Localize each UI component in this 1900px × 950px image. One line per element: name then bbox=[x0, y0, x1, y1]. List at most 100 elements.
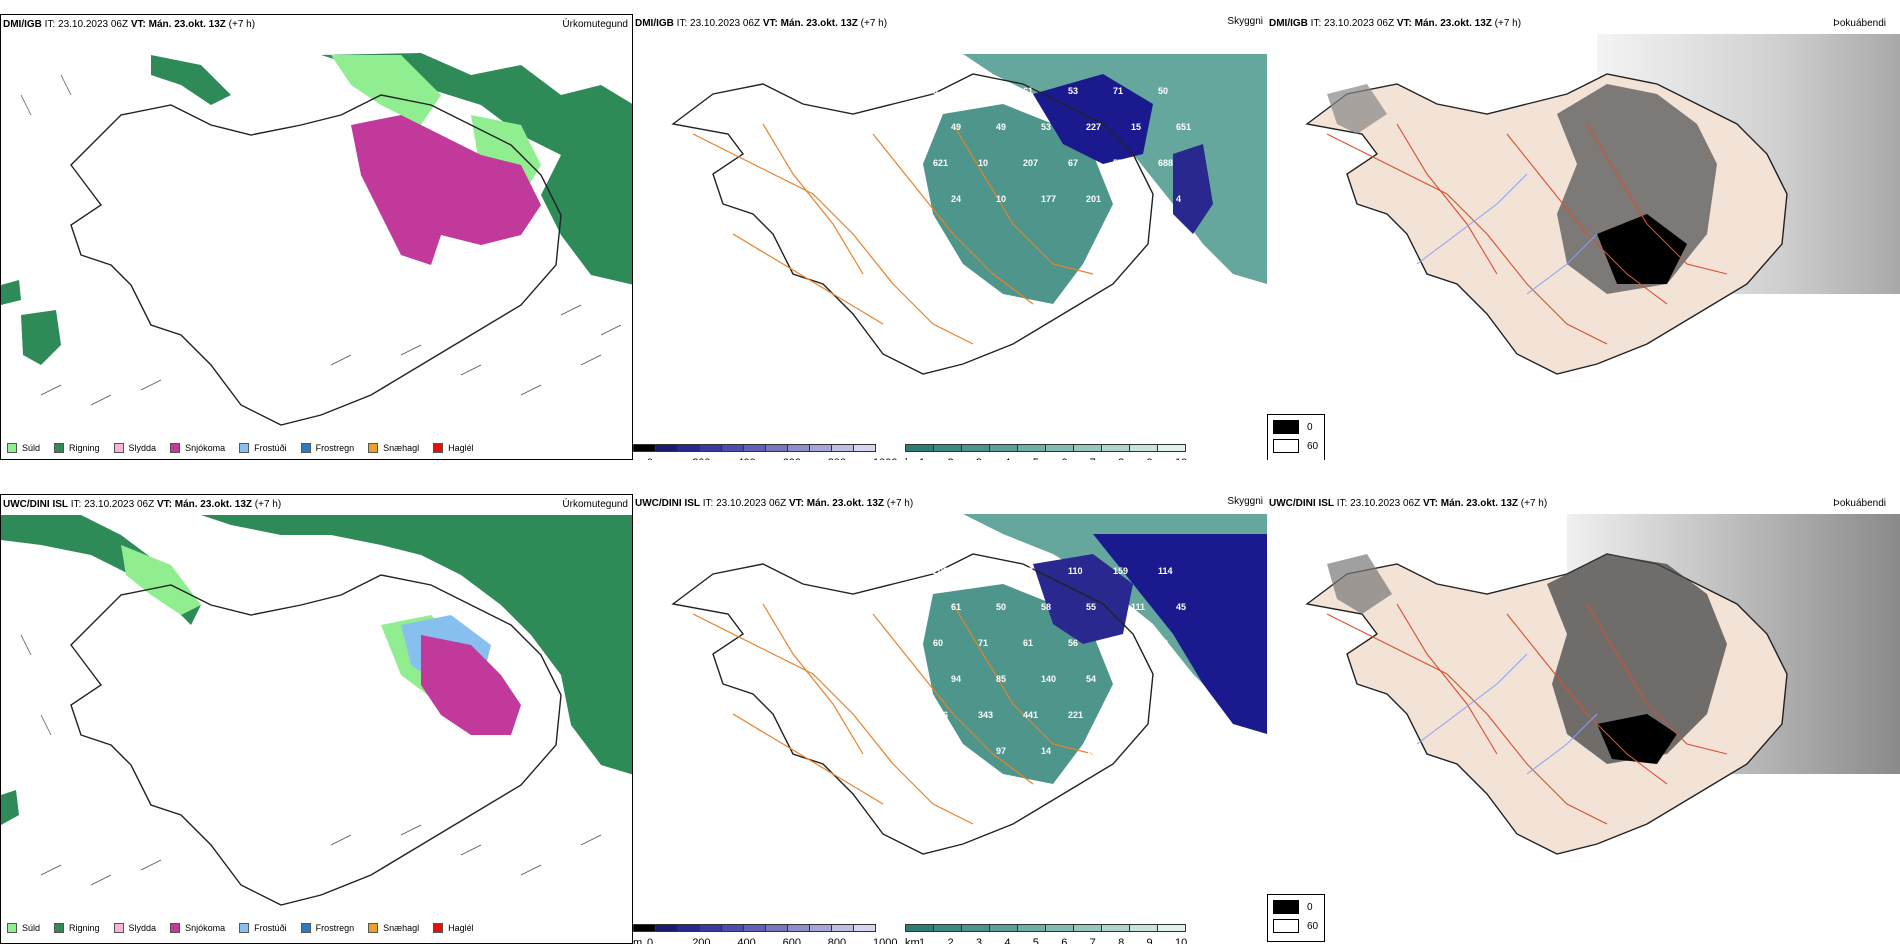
colorbar-segment bbox=[787, 444, 810, 452]
visibility-panel-top: DMI/IGB IT: 23.10.2023 06Z VT: Mán. 23.o… bbox=[633, 14, 1267, 460]
colorbar-segment bbox=[989, 444, 1018, 452]
fog-legend-row: 0 bbox=[1273, 900, 1324, 914]
legend-swatch bbox=[113, 923, 124, 933]
colorbar-tick-label: 9 bbox=[1146, 937, 1153, 944]
precip-map bbox=[1, 53, 632, 426]
visibility-label: 57 bbox=[1023, 566, 1033, 576]
colorbar-tick-label: 1 bbox=[919, 937, 926, 944]
low-vis-area-2 bbox=[1173, 144, 1213, 234]
iceland-outline bbox=[671, 553, 1154, 855]
fog-swatch-white bbox=[1273, 919, 1299, 933]
visibility-label: 227 bbox=[1086, 122, 1101, 132]
legend-label: Frostregn bbox=[315, 923, 355, 933]
visibility-label: 688 bbox=[1158, 158, 1173, 168]
visibility-label: 124 bbox=[1086, 746, 1101, 756]
colorbar-labels: m 0 200 400 600 800 1000 bbox=[633, 457, 897, 460]
visibility-label: 208 bbox=[933, 566, 948, 576]
visibility-km-colorbar: km1 2 3 4 5 6 7 8 9 10 bbox=[905, 439, 1195, 460]
fog-index-map bbox=[1305, 514, 1900, 855]
vt-value: Mán. 23.okt. 13Z bbox=[1414, 18, 1492, 29]
legend-swatch bbox=[300, 923, 311, 933]
colorbar-segment bbox=[677, 444, 700, 452]
fog-legend-label: 60 bbox=[1307, 440, 1319, 452]
colorbar-segment bbox=[677, 924, 700, 932]
it-value: 23.10.2023 06Z bbox=[716, 498, 787, 509]
colorbar-segment bbox=[1157, 924, 1186, 932]
visibility-label: 221 bbox=[1068, 710, 1083, 720]
visibility-label: 53 bbox=[1068, 86, 1078, 96]
colorbar-tick-label: 2 bbox=[947, 937, 954, 944]
colorbar-tick-label: 5 bbox=[1032, 937, 1039, 944]
visibility-label: 201 bbox=[1086, 194, 1101, 204]
legend-label: Rigning bbox=[69, 443, 100, 453]
legend-swatch bbox=[54, 443, 65, 453]
lead-time: (+7 h) bbox=[1494, 18, 1522, 29]
visibility-label: 160 bbox=[1176, 746, 1191, 756]
colorbar-tick-label: 7 bbox=[1089, 937, 1096, 944]
colorbar-tick-label: 600 bbox=[782, 937, 801, 944]
colorbar-segment bbox=[633, 924, 656, 932]
colorbar-segment bbox=[1101, 444, 1130, 452]
visibility-label: 61 bbox=[951, 602, 961, 612]
colorbar-tick-label: 3 bbox=[976, 457, 982, 460]
precip-legend-items: Súld Rigning Slydda Snjókoma Frostúði Frostre… bbox=[7, 923, 488, 933]
colorbar-segment bbox=[655, 924, 678, 932]
model-name: DMI/IGB bbox=[1269, 18, 1308, 29]
visibility-label: 127 bbox=[951, 746, 966, 756]
colorbar-segment bbox=[765, 444, 788, 452]
rain-area-w bbox=[1, 280, 21, 305]
iceland-outline bbox=[70, 94, 562, 426]
product-name: Skyggni bbox=[1227, 496, 1263, 507]
colorbar-tick-label: 5 bbox=[1033, 457, 1039, 460]
snow-area bbox=[421, 635, 521, 735]
visibility-label: 10 bbox=[978, 158, 988, 168]
legend-swatch bbox=[368, 923, 379, 933]
it-label: IT: bbox=[1336, 498, 1348, 509]
visibility-label: 54 bbox=[1086, 674, 1096, 684]
fog-index-panel-top: DMI/IGB IT: 23.10.2023 06Z VT: Mán. 23.o… bbox=[1267, 14, 1900, 460]
visibility-label: 45 bbox=[1176, 602, 1186, 612]
colorbar-segment bbox=[1129, 444, 1158, 452]
visibility-label: 49 bbox=[951, 122, 961, 132]
colorbar-tick-label: 4 bbox=[1004, 457, 1010, 460]
visibility-label: 111 bbox=[1131, 602, 1145, 612]
colorbar-segments bbox=[905, 919, 1195, 937]
visibility-map: 208 18 57 110 159 114 61 50 58 55 111 45 60 71 61 56 44 9… bbox=[671, 514, 1267, 855]
visibility-label: 512 bbox=[1113, 710, 1128, 720]
visibility-label: 94 bbox=[951, 674, 961, 684]
colorbar-tick-label: 600 bbox=[783, 457, 801, 460]
colorbar-segment bbox=[933, 924, 962, 932]
colorbar-tick-label: 10 bbox=[1175, 457, 1187, 460]
legend-swatch bbox=[170, 923, 181, 933]
it-value: 23.10.2023 06Z bbox=[1324, 18, 1395, 29]
panel-header: UWC/DINI ISL IT: 23.10.2023 06Z VT: Mán.… bbox=[1269, 498, 1547, 509]
colorbar-segment bbox=[809, 444, 832, 452]
panel-header: DMI/IGB IT: 23.10.2023 06Z VT: Mán. 23.o… bbox=[635, 18, 887, 29]
fog-index-legend: 0 60 bbox=[1267, 414, 1325, 460]
vt-value: Mán. 23.okt. 13Z bbox=[174, 499, 252, 510]
lead-time: (+7 h) bbox=[860, 18, 888, 29]
fog-swatch-black bbox=[1273, 420, 1299, 434]
road-network bbox=[1326, 603, 1728, 825]
colorbar-segment bbox=[699, 924, 722, 932]
colorbar-tick-label: 0 bbox=[647, 457, 653, 460]
colorbar-segment bbox=[765, 924, 788, 932]
legend-label: Frostúði bbox=[254, 443, 287, 453]
visibility-label: 49 bbox=[996, 122, 1006, 132]
colorbar-tick-label: 2 bbox=[947, 457, 953, 460]
colorbar-tick-label: 8 bbox=[1118, 937, 1125, 944]
visibility-label: 58 bbox=[1041, 602, 1051, 612]
fog-area-black bbox=[1597, 714, 1677, 764]
colorbar-segment bbox=[1157, 444, 1186, 452]
wind-barbs bbox=[20, 74, 622, 406]
legend-swatch bbox=[433, 443, 444, 453]
fog-area-nw bbox=[1327, 554, 1392, 614]
vt-label: VT: bbox=[1396, 18, 1412, 29]
colorbar-tick-label: 7 bbox=[1090, 457, 1096, 460]
visibility-label: 343 bbox=[978, 710, 993, 720]
colorbar-segment bbox=[831, 924, 854, 932]
colorbar-segment bbox=[853, 444, 876, 452]
it-label: IT: bbox=[70, 499, 82, 510]
colorbar-segment bbox=[1045, 444, 1074, 452]
